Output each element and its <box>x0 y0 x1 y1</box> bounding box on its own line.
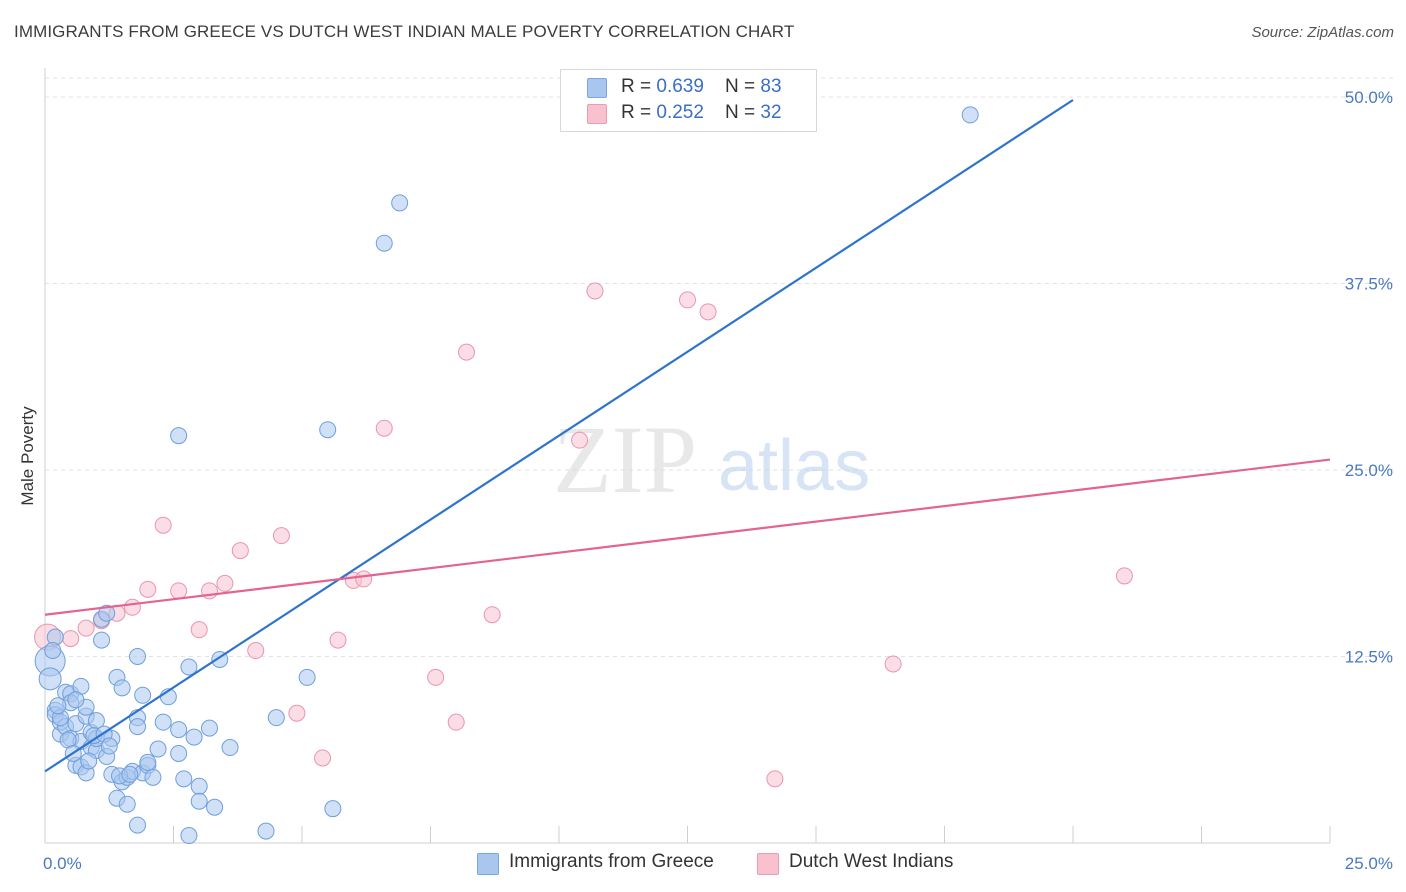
data-point <box>231 542 249 560</box>
data-point <box>884 655 902 673</box>
data-point <box>375 234 393 252</box>
data-point <box>355 570 373 588</box>
data-point <box>375 419 393 437</box>
watermark-zip: ZIP <box>553 406 697 513</box>
data-point <box>1115 567 1133 585</box>
y-tick-label: 25.0% <box>1345 461 1393 480</box>
data-point <box>139 580 157 598</box>
data-point <box>154 516 172 534</box>
source-label: Source: ZipAtlas.com <box>1251 24 1394 41</box>
data-point <box>190 777 208 795</box>
data-point <box>44 642 62 660</box>
data-point <box>98 604 116 622</box>
x-tick-label-max: 25.0% <box>1345 854 1393 873</box>
y-axis-label: Male Poverty <box>18 406 37 506</box>
bottom-legend-label-dutch: Dutch West Indians <box>789 851 954 872</box>
data-point <box>190 621 208 639</box>
y-tick-label: 12.5% <box>1345 648 1393 667</box>
x-tick-label-min: 0.0% <box>43 854 82 873</box>
data-point <box>483 606 501 624</box>
y-tick-label: 50.0% <box>1345 88 1393 107</box>
data-point <box>324 800 342 818</box>
data-point <box>80 752 98 770</box>
data-point <box>170 582 188 600</box>
data-point <box>257 822 275 840</box>
data-point <box>216 574 234 592</box>
legend-n-value: 32 <box>760 102 782 123</box>
legend-swatch-dutch <box>587 104 607 124</box>
data-point <box>180 827 198 845</box>
data-point <box>314 749 332 767</box>
data-point <box>100 737 118 755</box>
data-point <box>961 106 979 124</box>
data-point <box>38 667 62 691</box>
data-point <box>206 798 224 816</box>
data-point <box>129 718 147 736</box>
bottom-legend-swatch-dutch <box>757 853 779 875</box>
data-point <box>129 816 147 834</box>
data-point <box>118 795 136 813</box>
data-point <box>447 713 465 731</box>
data-point <box>62 630 80 648</box>
data-point <box>679 291 696 309</box>
data-point <box>121 765 139 783</box>
watermark-atlas: atlas <box>718 426 870 506</box>
trend-line <box>44 458 1331 616</box>
legend-r-value: 0.639 <box>656 76 704 97</box>
data-point <box>247 642 265 660</box>
data-point <box>175 770 193 788</box>
data-point <box>571 431 589 449</box>
data-point <box>699 303 717 321</box>
legend: R = 0.639 N = 83 R = 0.252 N = 32 <box>560 69 817 132</box>
data-point <box>427 668 445 686</box>
data-point <box>200 719 218 737</box>
data-point <box>288 704 306 722</box>
data-point <box>149 740 167 758</box>
data-point <box>766 770 784 788</box>
data-point <box>586 282 604 300</box>
data-point <box>221 739 239 757</box>
legend-r-value: 0.252 <box>656 102 704 123</box>
data-point <box>123 598 141 616</box>
axes <box>44 68 1331 844</box>
data-point <box>113 679 131 697</box>
grid-lines <box>45 77 1395 657</box>
bottom-legend-swatch-greece <box>477 853 499 875</box>
data-point <box>298 668 316 686</box>
legend-swatch-greece <box>587 78 607 98</box>
data-point <box>134 686 152 704</box>
chart-title: IMMIGRANTS FROM GREECE VS DUTCH WEST IND… <box>14 22 795 41</box>
data-point <box>154 713 172 731</box>
data-point <box>67 691 85 709</box>
data-point <box>129 648 147 665</box>
data-point <box>329 631 347 649</box>
data-point <box>185 728 203 746</box>
data-point <box>49 697 67 715</box>
bottom-legend-label-greece: Immigrants from Greece <box>509 851 714 872</box>
data-point <box>391 194 409 212</box>
legend-n-value: 83 <box>760 76 782 97</box>
data-point <box>139 753 157 771</box>
series-dutch-west-indians <box>34 282 1133 788</box>
trend-lines <box>44 99 1331 773</box>
y-tick-label: 37.5% <box>1345 275 1393 294</box>
data-point <box>93 631 111 649</box>
series-immigrants-from-greece <box>34 106 979 845</box>
data-point <box>170 721 188 739</box>
data-point <box>170 427 188 445</box>
tick-labels: 12.5% 25.0% 37.5% 50.0% 0.0% 25.0% <box>43 88 1393 873</box>
data-point <box>272 527 290 545</box>
data-point <box>190 792 208 810</box>
data-point <box>267 709 285 727</box>
watermark: ZIP atlas <box>553 406 870 513</box>
data-point <box>144 768 162 786</box>
trend-line <box>44 99 1074 773</box>
data-point <box>77 619 95 637</box>
data-point <box>319 421 337 439</box>
data-point <box>170 744 188 762</box>
data-point <box>180 658 198 676</box>
data-point <box>457 343 475 361</box>
